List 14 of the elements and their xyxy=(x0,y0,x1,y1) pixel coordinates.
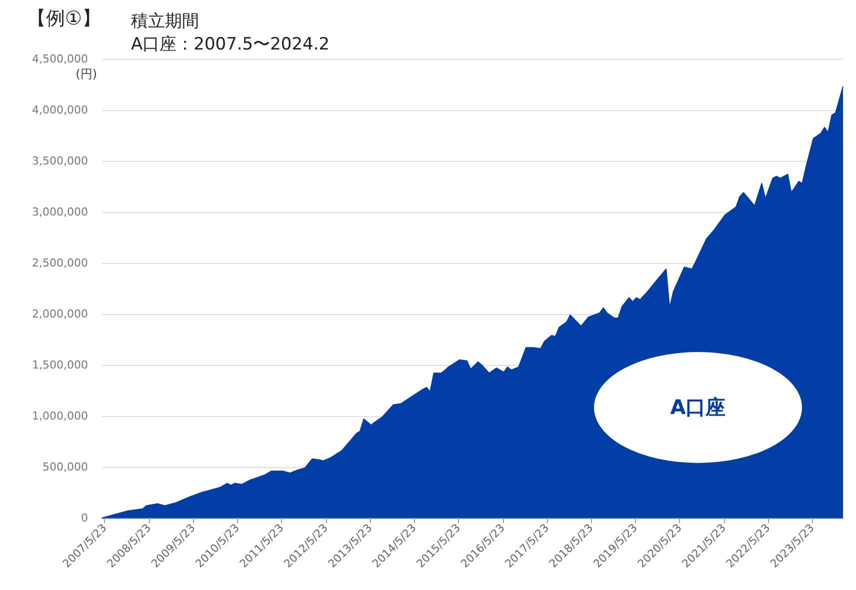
y-tick-label: 0 xyxy=(81,512,88,524)
y-axis-title: (円) xyxy=(76,67,98,81)
y-tick-label: 2,500,000 xyxy=(32,256,88,270)
series-label: A口座 xyxy=(670,394,726,421)
y-tick-label: 1,000,000 xyxy=(32,410,88,422)
y-tick-label: 4,000,000 xyxy=(32,104,88,116)
chart-subtitle: 積立期間 A口座：2007.5〜2024.2 xyxy=(131,12,330,54)
y-tick-label: 1,500,000 xyxy=(32,358,88,372)
y-tick-label: 3,500,000 xyxy=(32,154,88,168)
chart-title: 【例①】 xyxy=(27,8,102,30)
y-tick-label: 500,000 xyxy=(42,460,88,474)
y-tick-label: 4,500,000 xyxy=(32,52,88,66)
y-tick-label: 3,000,000 xyxy=(32,206,88,218)
y-tick-label: 2,000,000 xyxy=(32,308,88,320)
